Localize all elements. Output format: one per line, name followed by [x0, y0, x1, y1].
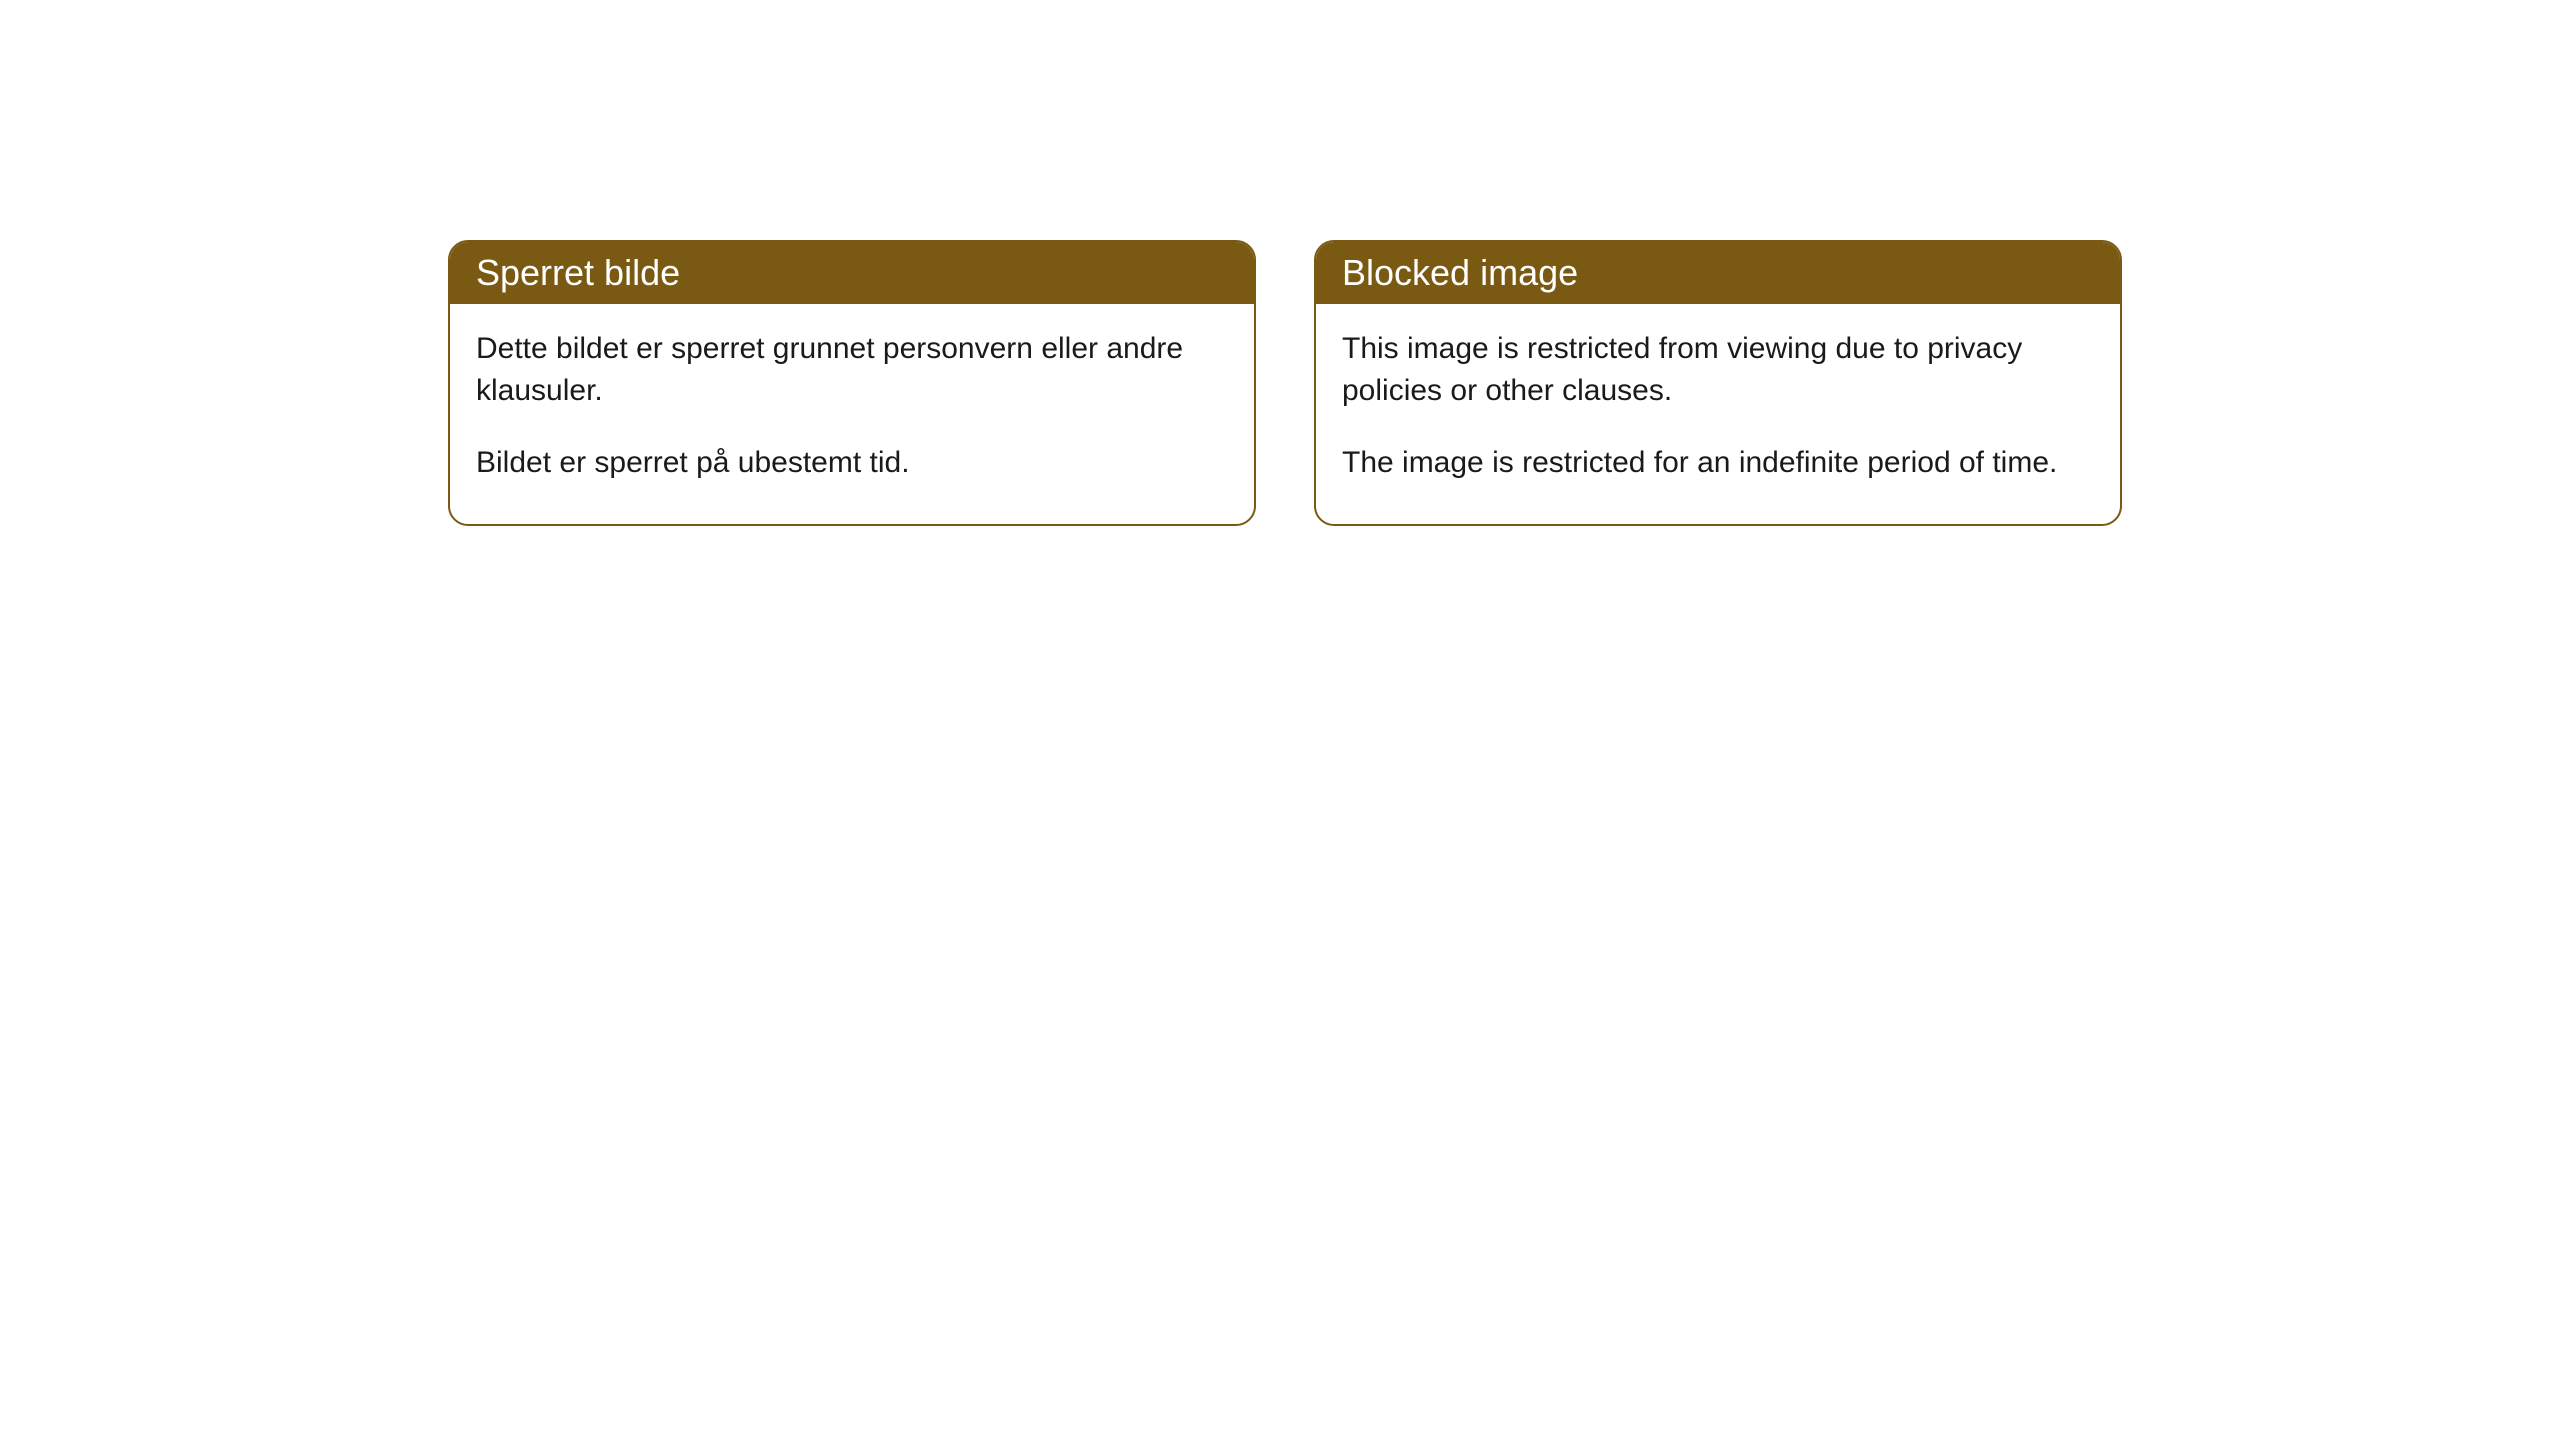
card-title: Sperret bilde [476, 252, 680, 293]
card-body-norwegian: Dette bildet er sperret grunnet personve… [450, 304, 1254, 524]
card-header-english: Blocked image [1316, 242, 2120, 304]
card-paragraph-2: Bildet er sperret på ubestemt tid. [476, 442, 1228, 484]
card-paragraph-1: Dette bildet er sperret grunnet personve… [476, 328, 1228, 412]
card-paragraph-2: The image is restricted for an indefinit… [1342, 442, 2094, 484]
card-body-english: This image is restricted from viewing du… [1316, 304, 2120, 524]
notice-cards-container: Sperret bilde Dette bildet er sperret gr… [0, 0, 2560, 526]
notice-card-norwegian: Sperret bilde Dette bildet er sperret gr… [448, 240, 1256, 526]
card-paragraph-1: This image is restricted from viewing du… [1342, 328, 2094, 412]
card-header-norwegian: Sperret bilde [450, 242, 1254, 304]
notice-card-english: Blocked image This image is restricted f… [1314, 240, 2122, 526]
card-title: Blocked image [1342, 252, 1578, 293]
